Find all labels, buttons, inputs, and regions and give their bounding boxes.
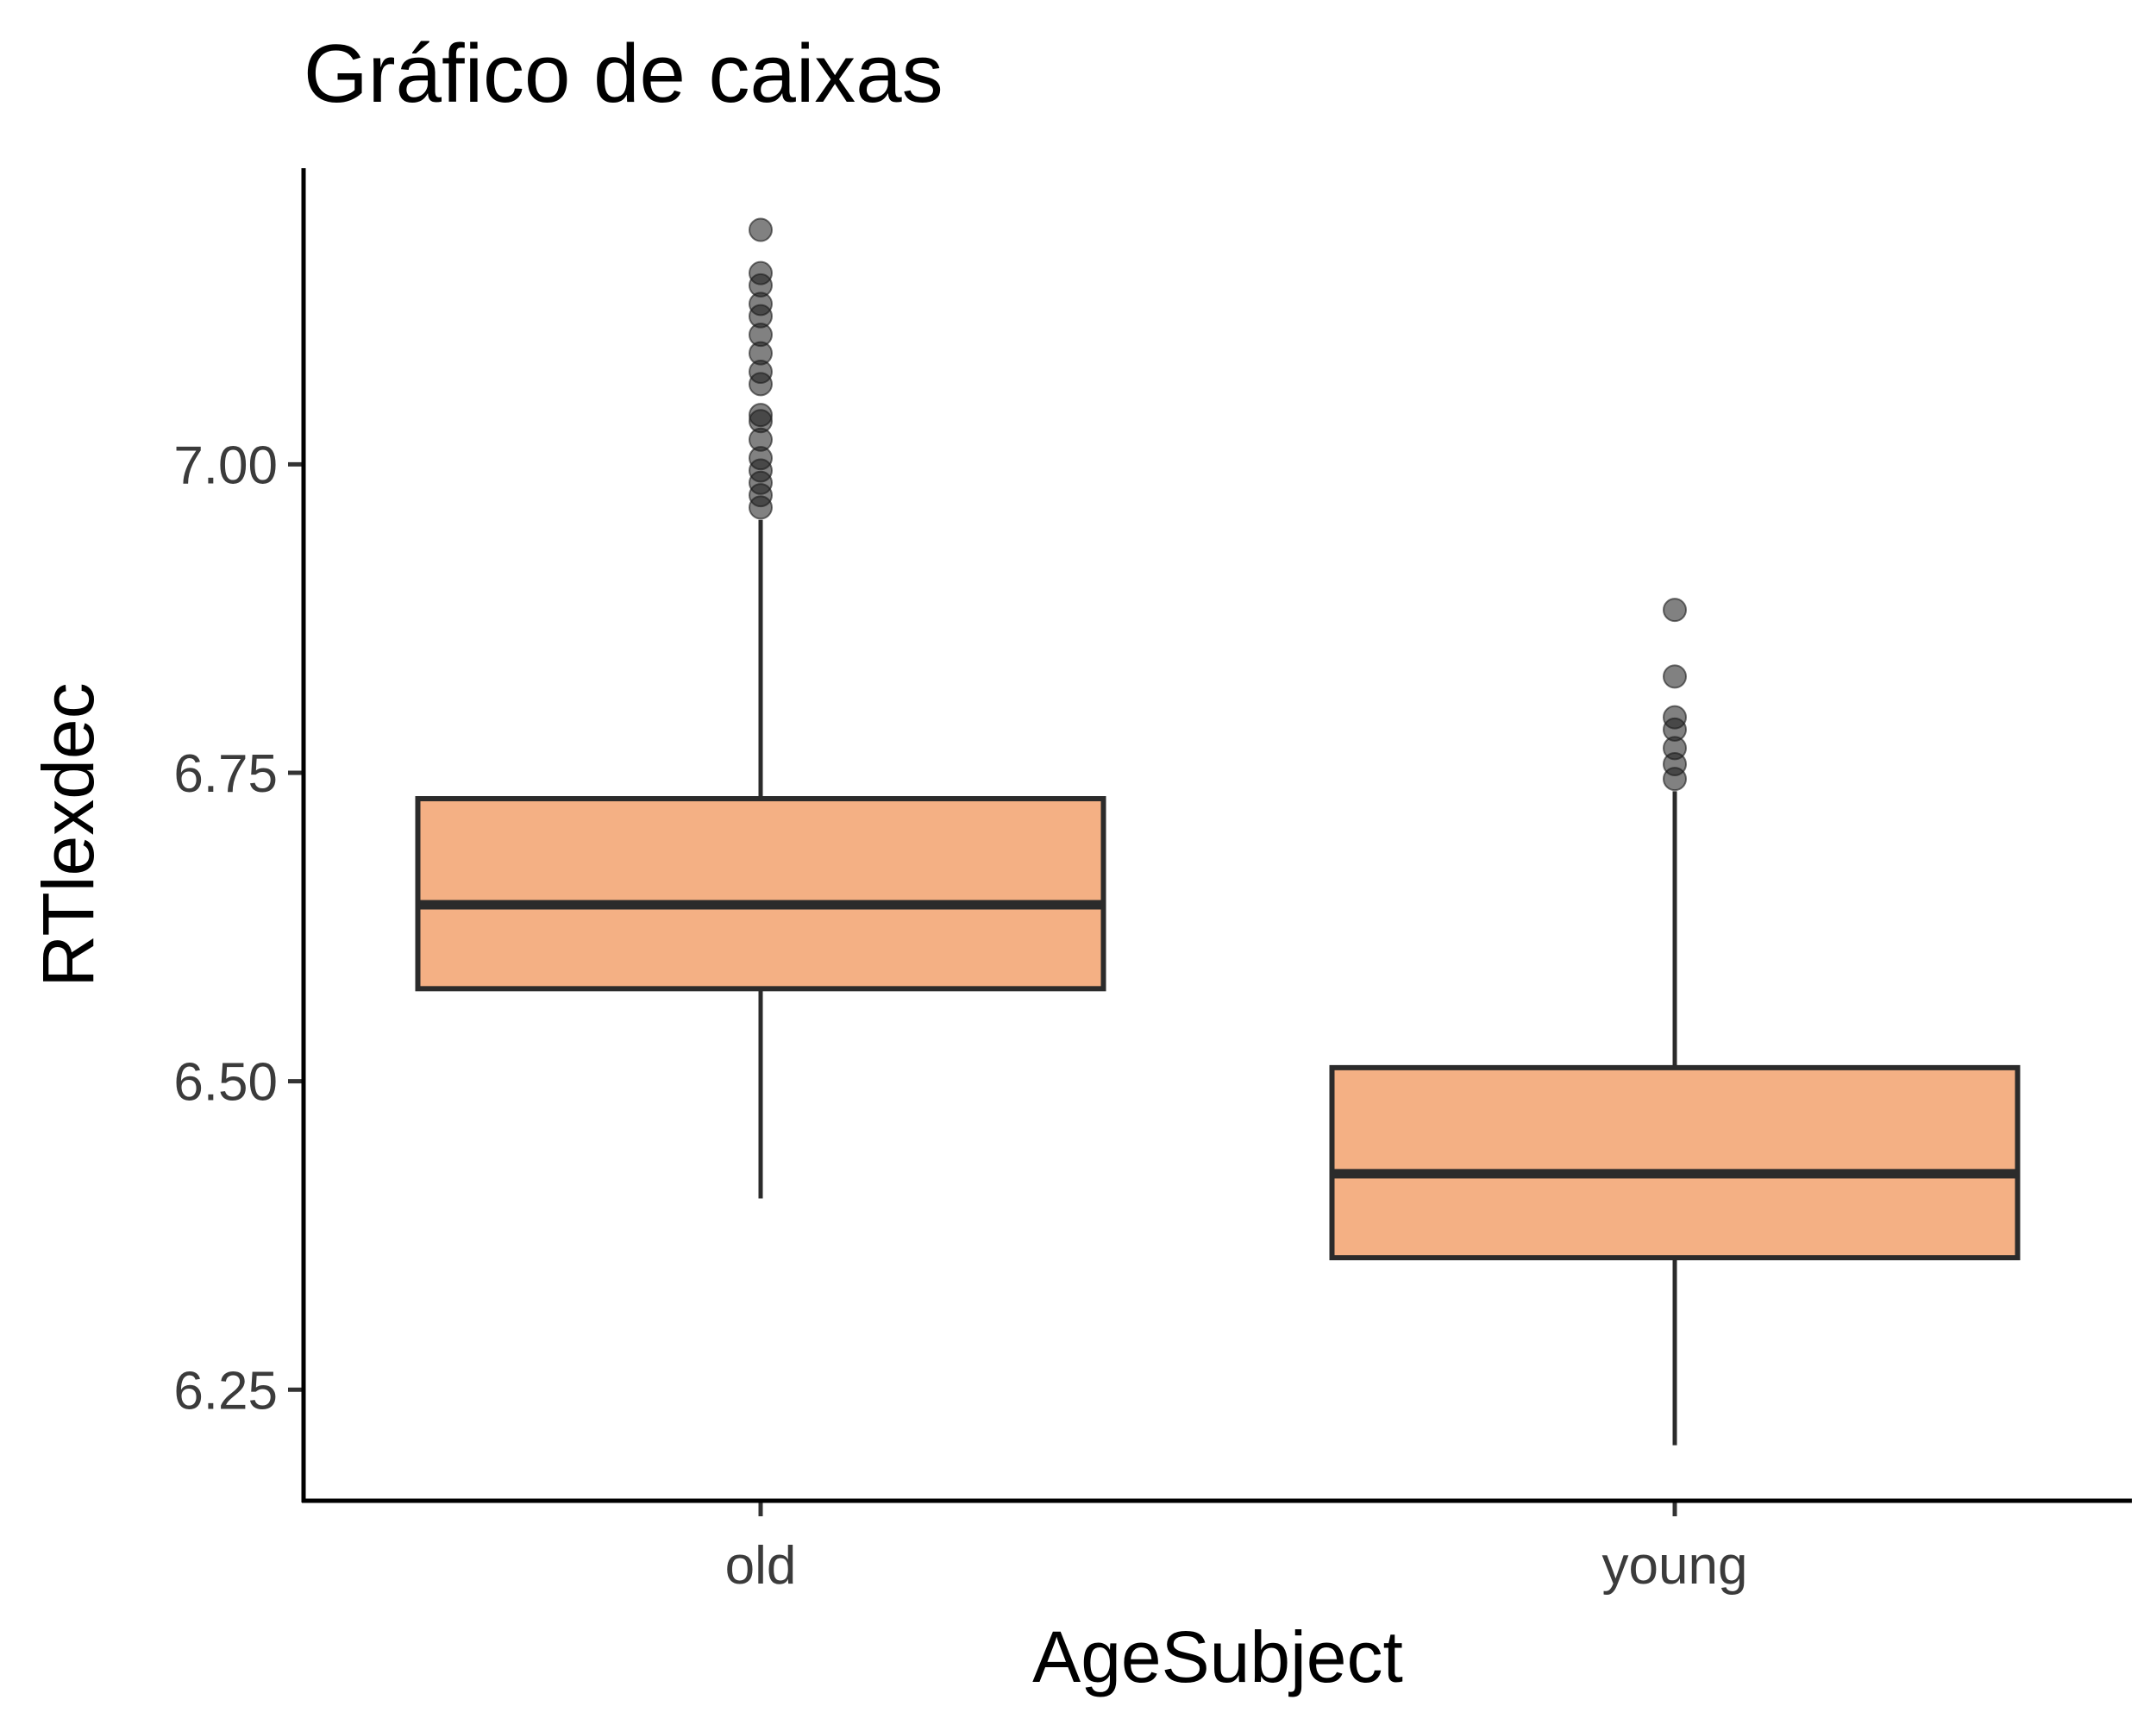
x-tick-label-young: young xyxy=(1602,1536,1748,1596)
x-axis-ticks: old young xyxy=(725,1501,1748,1596)
outlier-point xyxy=(1663,664,1687,689)
outlier-point xyxy=(1663,598,1687,623)
y-tick-label: 6.75 xyxy=(173,744,278,804)
box-group-young xyxy=(1329,598,2021,1446)
y-axis-title: RTlexdec xyxy=(28,682,109,987)
outlier-point xyxy=(749,372,773,397)
plot-marks xyxy=(415,217,2021,1446)
box-group-old xyxy=(415,217,1106,1199)
outlier-point xyxy=(1663,767,1687,792)
y-tick-label: 7.00 xyxy=(173,436,278,495)
outlier-point xyxy=(749,217,773,242)
y-axis-ticks: 6.25 6.50 6.75 7.00 xyxy=(173,436,304,1421)
y-tick-label: 6.50 xyxy=(173,1053,278,1113)
box-iqr xyxy=(1329,1064,2021,1261)
box-iqr xyxy=(415,796,1106,992)
x-axis-title: AgeSubject xyxy=(1032,1616,1403,1697)
x-tick-label-old: old xyxy=(725,1536,797,1596)
chart-title: Gráfico de caixas xyxy=(304,28,943,120)
outlier-point xyxy=(749,495,773,520)
y-tick-label: 6.25 xyxy=(173,1361,278,1421)
